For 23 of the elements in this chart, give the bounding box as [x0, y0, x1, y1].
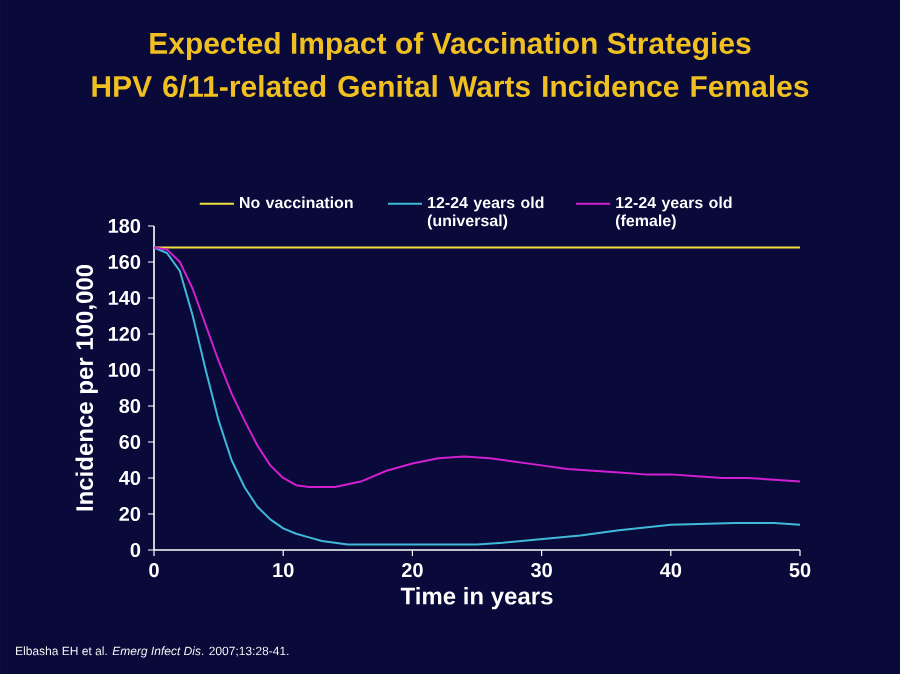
- y-tick-label: 140: [108, 290, 141, 306]
- y-axis-title: Incidence per 100,000: [75, 264, 98, 511]
- legend-label: No vaccination: [240, 196, 353, 209]
- chart-title: Expected Impact of Vaccination Strategies: [150, 31, 751, 61]
- x-tick-label: 40: [659, 563, 682, 578]
- chart-subtitle: HPV 6/11-related Genital Warts Incidence Females: [92, 75, 809, 98]
- x-tick-label: 30: [530, 563, 552, 578]
- y-tick-label: 80: [119, 398, 141, 414]
- x-axis-title: Time in years: [400, 586, 553, 610]
- y-tick-label: 160: [108, 254, 141, 270]
- legend-label: 12-24 years old (female): [615, 196, 732, 230]
- y-tick-label: 100: [108, 362, 141, 378]
- legend-label: 12-24 years old (universal): [427, 196, 544, 230]
- x-tick-label: 10: [273, 563, 294, 578]
- x-tick-label: 20: [401, 563, 423, 578]
- y-tick-label: 180: [108, 218, 141, 234]
- y-tick-label: 120: [108, 326, 141, 342]
- y-tick-label: 40: [119, 470, 141, 486]
- y-tick-label: 20: [119, 506, 141, 522]
- x-tick-label: 50: [789, 563, 811, 578]
- y-tick-label: 60: [119, 434, 141, 450]
- y-tick-label: 0: [130, 542, 141, 558]
- x-tick-label: 0: [149, 563, 159, 578]
